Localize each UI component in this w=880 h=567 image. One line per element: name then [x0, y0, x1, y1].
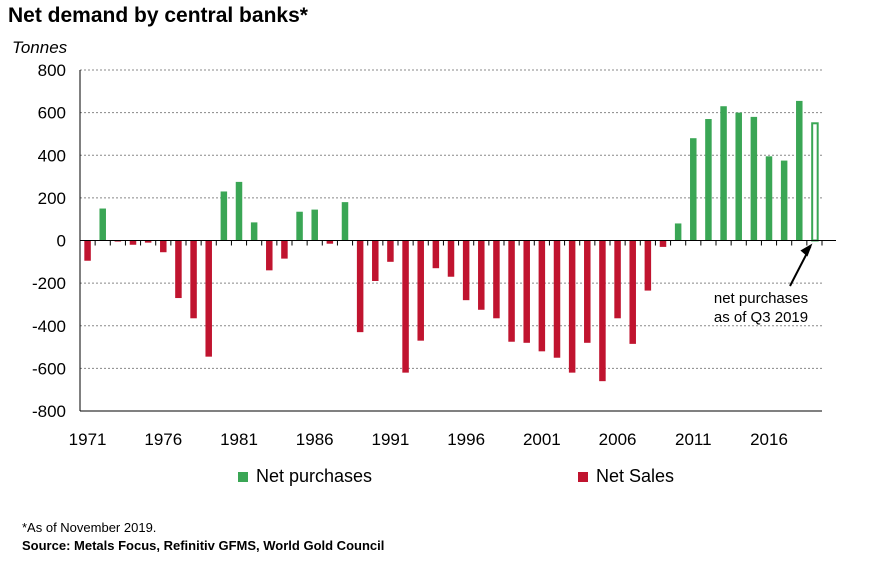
bar-sale-1995: [447, 240, 455, 277]
x-tick-label: 2011: [675, 430, 712, 449]
legend-swatch-sales: [578, 471, 588, 482]
bar-purchase-1981: [235, 181, 243, 241]
source-note: Source: Metals Focus, Refinitiv GFMS, Wo…: [22, 538, 385, 553]
bar-sale-1993: [417, 240, 424, 341]
bar-sale-1975: [144, 240, 152, 243]
arrow-head: [800, 243, 813, 257]
x-tick-label: 1986: [296, 430, 334, 449]
bar-purchase-2019: [811, 122, 819, 242]
x-tick-label: 1971: [69, 430, 107, 449]
bar-sale-1977: [175, 240, 182, 299]
bar-purchase-2016: [765, 156, 773, 241]
x-axis: 1971 1976 1981 1986 1991 1996 2001 2006 2011 2016: [69, 70, 836, 449]
y-tick-label: 0: [57, 232, 66, 251]
x-tick-label: 1981: [220, 430, 258, 449]
bar-purchase-1982: [250, 222, 258, 241]
legend-label-sales: Net Sales: [596, 466, 675, 486]
bar-sale-1998: [493, 240, 500, 319]
bar-sale-2001: [538, 240, 546, 352]
x-tick-label: 1996: [447, 430, 485, 449]
bar-sale-1983: [266, 240, 273, 271]
partial-year-annotation: net purchases as of Q3 2019: [690, 289, 832, 327]
bar-sale-2006: [614, 240, 621, 319]
bar-sale-2000: [523, 240, 530, 343]
bar-purchase-2010: [674, 223, 682, 241]
annotation-line-2: as of Q3 2019: [713, 309, 809, 326]
bar-sale-1991: [387, 240, 394, 262]
y-tick-label: -600: [32, 359, 66, 378]
annotation-arrow: [789, 243, 813, 287]
legend-label-purchases: Net purchases: [256, 466, 373, 486]
bar-sale-2003: [568, 240, 576, 373]
bar-sale-1999: [508, 240, 515, 342]
legend-item-purchases: Net purchases: [238, 466, 372, 487]
bar-sale-2002: [553, 240, 561, 358]
bar-sale-1978: [190, 240, 197, 319]
footnote: *As of November 2019.: [22, 520, 157, 535]
x-tick-label: 2006: [599, 430, 637, 449]
x-tick-label: 2001: [523, 430, 561, 449]
bar-sale-1987: [326, 240, 334, 244]
bar-sale-1997: [478, 240, 485, 310]
y-tick-label: 400: [38, 146, 66, 165]
bar-sale-2008: [644, 240, 652, 291]
legend-swatch-purchases: [238, 471, 248, 482]
bar-sale-1996: [462, 240, 470, 301]
bar-sale-2004: [584, 240, 591, 343]
bar-sale-1974: [129, 240, 137, 245]
bar-sale-1976: [160, 240, 167, 253]
x-tick-label: 1991: [372, 430, 410, 449]
bar-sale-1984: [281, 240, 288, 259]
bar-purchase-2013: [720, 106, 727, 241]
bar-purchase-1988: [341, 202, 349, 241]
y-tick-label: 800: [38, 61, 66, 80]
bar-purchase-2011: [690, 138, 697, 241]
x-tick-label: 2016: [750, 430, 788, 449]
bar-sale-2009: [659, 240, 667, 247]
bar-purchase-2014: [735, 112, 742, 241]
y-tick-label: -400: [32, 317, 66, 336]
bar-sale-1979: [205, 240, 212, 357]
bar-purchase-2017: [780, 160, 788, 241]
y-tick-label: 200: [38, 189, 66, 208]
bar-purchase-1980: [220, 191, 228, 241]
annotation-line-1: net purchases: [713, 290, 809, 307]
y-axis-unit-label: Tonnes: [12, 38, 68, 57]
bar-purchase-2015: [750, 116, 758, 241]
bar-sale-1971: [84, 240, 91, 261]
x-tick-label: 1976: [144, 430, 182, 449]
y-axis-tick-labels: 800 600 400 200 0 -200 -400 -600 -800: [32, 61, 66, 421]
bars: [84, 100, 819, 382]
y-tick-label: 600: [38, 104, 66, 123]
bar-purchase-2018: [796, 100, 803, 241]
bar-sale-2007: [629, 240, 636, 344]
bar-purchase-2012: [705, 119, 712, 241]
chart-title: Net demand by central banks*: [8, 4, 308, 27]
bar-sale-1989: [356, 240, 364, 333]
y-tick-label: -200: [32, 274, 66, 293]
bar-sale-1990: [372, 240, 379, 281]
bar-purchase-1986: [311, 209, 318, 241]
bar-purchase-1985: [296, 211, 303, 241]
y-tick-label: -800: [32, 402, 66, 421]
bar-sale-2005: [599, 240, 606, 382]
bar-purchase-1972: [99, 208, 106, 241]
legend-item-sales: Net Sales: [578, 466, 674, 487]
bar-sale-1992: [402, 240, 409, 373]
bar-sale-1994: [432, 240, 440, 269]
bar-sale-1973: [114, 240, 122, 242]
